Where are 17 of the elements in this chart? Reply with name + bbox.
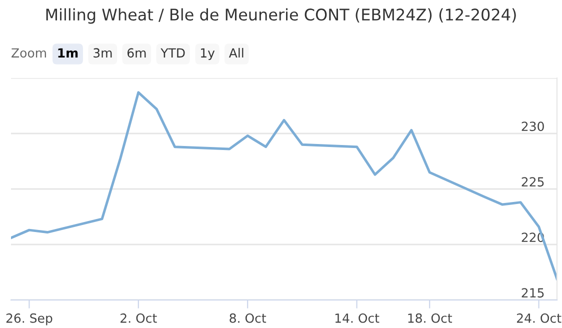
x-tick-label: 18. Oct [408, 313, 452, 323]
text: All [228, 48, 244, 58]
x-tick-label: 2. Oct [120, 313, 157, 323]
text: 3m [94, 48, 112, 58]
y-tick-label: 230 [522, 122, 544, 132]
x-tick-label: 8. Oct [230, 313, 266, 323]
text: Zoom [12, 48, 46, 58]
y-tick-label: 215 [522, 288, 544, 298]
text: 6m [128, 48, 146, 58]
text: 1m [58, 48, 78, 58]
text: YTD [160, 48, 185, 58]
x-tick-label: 14. Oct [335, 313, 380, 323]
y-tick-label: 225 [522, 177, 544, 187]
x-tick-label: 24. Oct [516, 313, 562, 323]
text: 1y [201, 48, 215, 60]
chart-title: Milling Wheat / Ble de Meunerie CONT (EBM24Z) (12-2024) [46, 8, 516, 24]
x-tick-label: 26. Sep [6, 313, 52, 326]
